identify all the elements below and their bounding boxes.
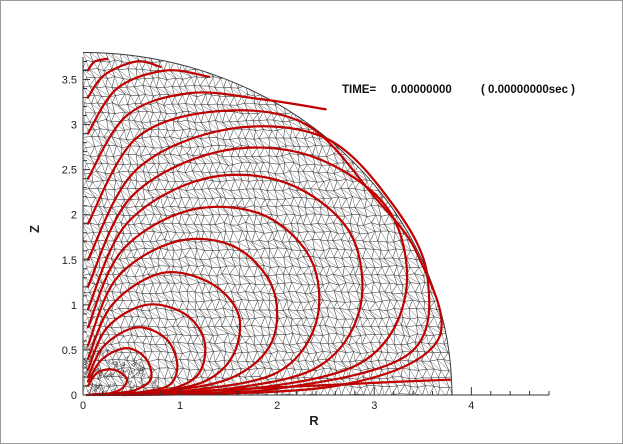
- field-line-13: [86, 69, 211, 135]
- field-line-14: [86, 60, 162, 99]
- field-line-7: [86, 205, 321, 397]
- field-lines: [85, 57, 452, 397]
- y-tick-label: 3.5: [62, 75, 77, 87]
- time-annotation: TIME= 0.00000000 ( 0.00000000sec ): [342, 84, 575, 96]
- y-tick-label: 0: [71, 390, 77, 402]
- y-tick-label: 3: [71, 120, 77, 132]
- y-tick-label: 1: [71, 300, 77, 312]
- y-tick-label: 2: [71, 210, 77, 222]
- x-tick-label: 3: [371, 400, 377, 412]
- time-seconds: ( 0.00000000sec ): [481, 84, 575, 96]
- x-tick-label: 2: [274, 400, 280, 412]
- x-axis-label: R: [309, 413, 319, 428]
- time-label: TIME=: [342, 84, 376, 96]
- y-axis-label: Z: [27, 225, 42, 233]
- field-line-11: [86, 109, 443, 397]
- mesh-edges: [83, 52, 452, 395]
- y-tick-label: 0.5: [62, 345, 77, 357]
- y-tick-label: 2.5: [62, 165, 77, 177]
- field-line-6: [86, 237, 279, 397]
- x-tick-label: 0: [80, 400, 86, 412]
- time-value: 0.00000000: [391, 84, 452, 96]
- tick-labels: 0 1 2 3 4 0 0.5 1 1.5 2 2.5 3 3.5: [62, 75, 475, 412]
- y-tick-label: 1.5: [62, 255, 77, 267]
- field-line-12: [86, 91, 327, 180]
- x-tick-label: 1: [177, 400, 183, 412]
- field-line-16: [135, 378, 452, 395]
- field-line-9: [86, 146, 409, 397]
- x-tick-label: 4: [468, 400, 474, 412]
- field-line-8: [86, 173, 364, 397]
- triangular-mesh: [83, 52, 452, 395]
- field-line-15: [86, 57, 109, 72]
- axes: [82, 57, 550, 396]
